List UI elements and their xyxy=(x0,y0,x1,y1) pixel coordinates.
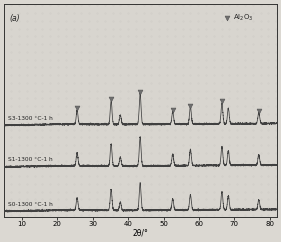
Text: Al$_2$O$_3$: Al$_2$O$_3$ xyxy=(233,13,253,23)
Text: (a): (a) xyxy=(10,14,20,23)
Text: S1-1300 °C-1 h: S1-1300 °C-1 h xyxy=(8,157,52,162)
Text: S3-1300 °C-1 h: S3-1300 °C-1 h xyxy=(8,116,53,121)
X-axis label: 2θ/°: 2θ/° xyxy=(133,229,148,238)
Text: S0-1300 °C-1 h: S0-1300 °C-1 h xyxy=(8,202,53,207)
